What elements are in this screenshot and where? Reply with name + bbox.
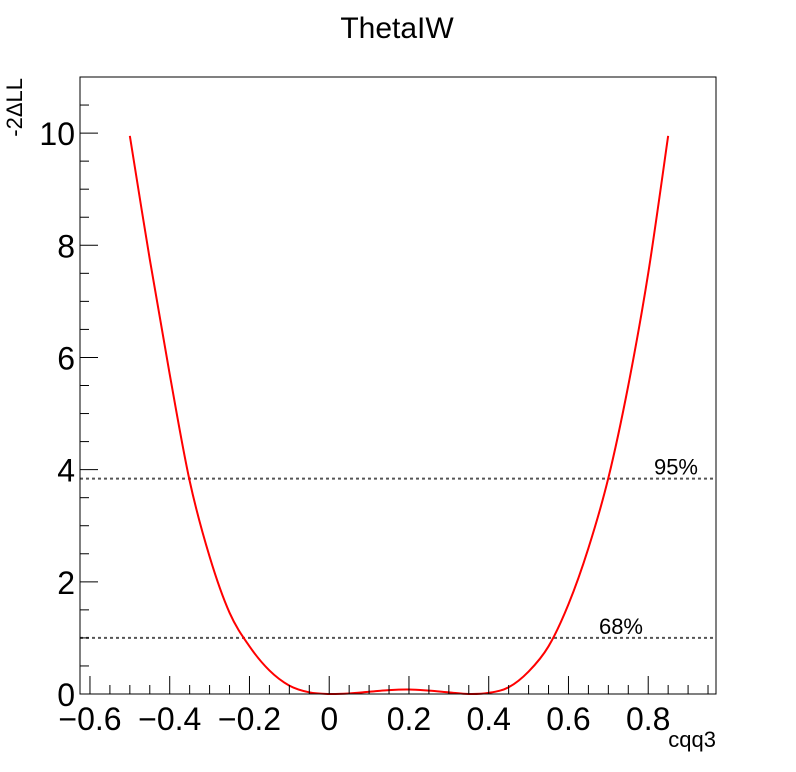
plot-frame [79,76,717,695]
x-tick-label: −0.2 [218,701,281,737]
x-axis: −0.6 −0.4 −0.2 0 0.2 0.4 0.6 0.8 [58,676,709,737]
reference-line-label: 95% [654,455,698,480]
reference-line-label: 68% [599,614,643,639]
y-tick-label: 6 [57,340,75,376]
x-tick-label: −0.4 [138,701,201,737]
x-tick-label: 0.6 [546,701,590,737]
x-tick-label: −0.6 [58,701,121,737]
x-tick-label: 0.2 [387,701,431,737]
y-axis: 0 2 4 6 8 10 [39,76,98,713]
chart-title: ThetaIW [340,12,454,45]
x-tick-label: 0.4 [466,701,510,737]
y-axis-label: -2ΔLL [2,78,27,137]
x-axis-label: cqq3 [668,727,716,752]
y-tick-label: 4 [57,453,75,489]
y-tick-label: 10 [39,116,75,152]
y-tick-label: 8 [57,228,75,264]
x-tick-label: 0 [320,701,338,737]
series-group [128,135,670,696]
series-line [128,135,670,696]
reference-lines: 95% 68% [80,455,716,639]
y-tick-label: 2 [57,565,75,601]
y-tick-label: 0 [57,677,75,713]
x-tick-label: 0.8 [626,701,670,737]
